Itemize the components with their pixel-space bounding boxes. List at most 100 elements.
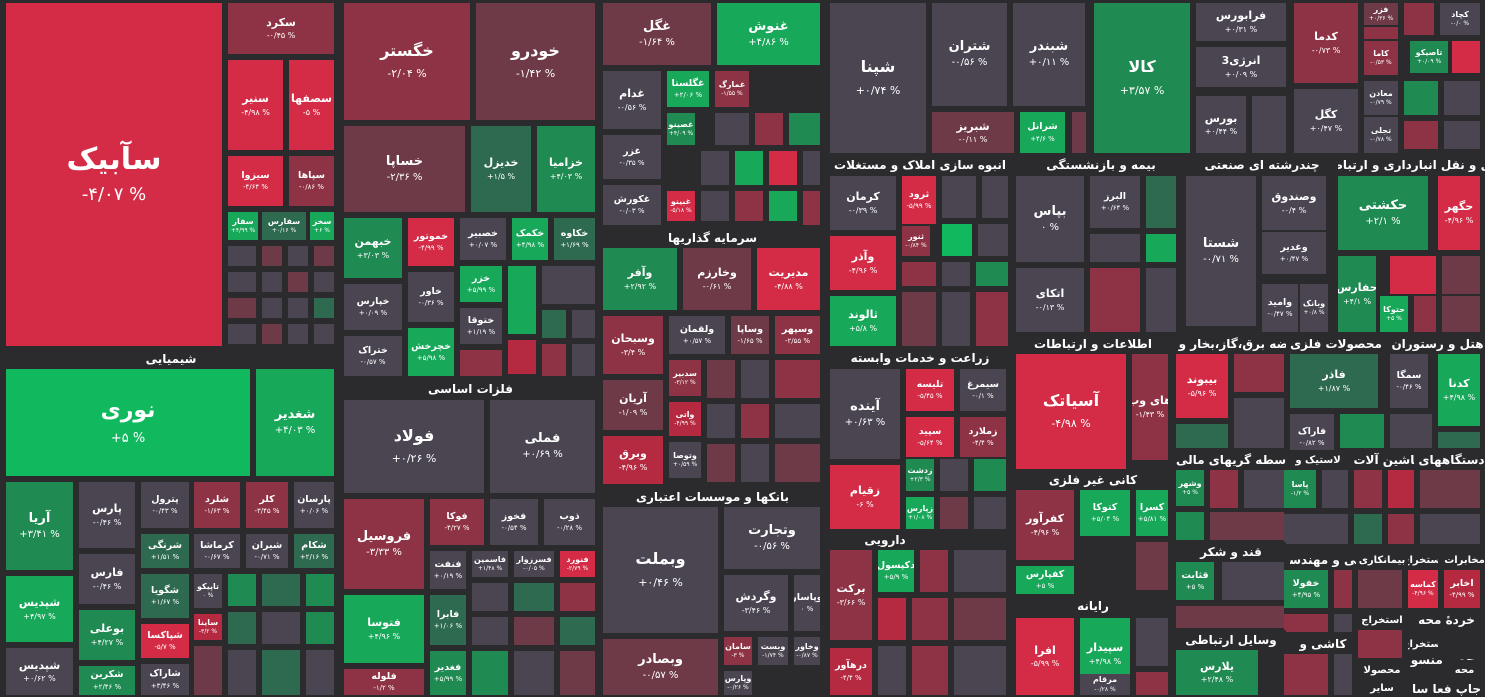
stock-tile[interactable]: کرمان -۰/۳۹ % xyxy=(830,176,896,230)
treemap-tile[interactable] xyxy=(1404,81,1438,115)
treemap-tile[interactable] xyxy=(735,151,763,185)
treemap-tile[interactable] xyxy=(1358,570,1402,608)
treemap-tile[interactable] xyxy=(460,350,502,376)
stock-tile[interactable]: غکورش -۰/۰۳ % xyxy=(603,185,661,225)
stock-tile[interactable]: پارسان +۰/۰۶ % xyxy=(294,482,334,528)
stock-tile[interactable]: قثابت +۵ % xyxy=(1176,562,1214,600)
stock-tile[interactable]: حتوکا +۵ % xyxy=(1380,296,1408,332)
stock-tile[interactable]: سدبیر -۳/۱۲ % xyxy=(669,360,701,396)
treemap-tile[interactable] xyxy=(560,617,595,645)
treemap-tile[interactable] xyxy=(1358,630,1402,658)
treemap-tile[interactable] xyxy=(954,598,1006,640)
treemap-tile[interactable] xyxy=(974,459,1006,491)
treemap-tile[interactable] xyxy=(472,617,508,645)
treemap-tile[interactable] xyxy=(514,617,554,645)
treemap-tile[interactable] xyxy=(1334,614,1352,632)
stock-tile[interactable]: وگردش -۳/۴۶ % xyxy=(724,575,788,631)
stock-tile[interactable]: پارس -۰/۴۶ % xyxy=(79,482,135,548)
treemap-tile[interactable] xyxy=(1390,414,1432,448)
treemap-tile[interactable] xyxy=(228,574,256,606)
treemap-tile[interactable] xyxy=(560,651,595,695)
treemap-tile[interactable] xyxy=(1340,414,1384,448)
stock-tile[interactable]: ثالوند +۵/۸ % xyxy=(830,296,896,346)
treemap-tile[interactable] xyxy=(1176,512,1204,540)
stock-tile[interactable]: شرنگی +۱/۵۱ % xyxy=(141,534,189,568)
treemap-tile[interactable] xyxy=(1252,96,1286,153)
stock-tile[interactable]: فغدیر +۵/۹۹ % xyxy=(430,651,466,695)
stock-tile[interactable]: خپارس +۰/۰۹ % xyxy=(344,284,402,330)
treemap-tile[interactable] xyxy=(1444,81,1480,115)
stock-tile[interactable]: فرابورس +۰/۳۱ % xyxy=(1196,3,1286,41)
stock-tile[interactable]: زملارد -۴/۴ % xyxy=(960,417,1006,457)
treemap-tile[interactable] xyxy=(508,340,536,374)
treemap-tile[interactable] xyxy=(306,574,334,606)
stock-tile[interactable]: شیران -۰/۷۱ % xyxy=(246,534,288,568)
treemap-tile[interactable] xyxy=(1390,256,1436,294)
treemap-tile[interactable] xyxy=(803,151,820,185)
stock-tile[interactable]: معادن -۰/۷۹ % xyxy=(1364,81,1398,115)
treemap-tile[interactable] xyxy=(1420,470,1480,508)
stock-tile[interactable]: فاذر +۱/۸۷ % xyxy=(1290,354,1378,408)
treemap-tile[interactable] xyxy=(1090,268,1140,332)
stock-tile[interactable]: البرز +۰/۶۴ % xyxy=(1090,176,1140,228)
treemap-tile[interactable] xyxy=(701,191,729,221)
stock-tile[interactable]: مرقام -۰/۲۸ % xyxy=(1080,674,1130,695)
stock-tile[interactable]: کرماشا -۰/۶۷ % xyxy=(194,534,240,568)
stock-tile[interactable]: کسرا +۵/۸۱ % xyxy=(1136,490,1168,536)
stock-tile[interactable]: سصفها -۵ % xyxy=(289,60,334,150)
treemap-tile[interactable] xyxy=(775,404,820,438)
treemap-tile[interactable] xyxy=(262,298,282,318)
treemap-tile[interactable] xyxy=(940,497,968,529)
treemap-tile[interactable] xyxy=(288,272,308,292)
stock-tile[interactable]: خبهمن +۳/۰۳ % xyxy=(344,218,402,278)
stock-tile[interactable]: کچاد -۰/۰ % xyxy=(1440,3,1480,35)
stock-tile[interactable]: فسرزوار -۰/۰۵ % xyxy=(514,551,554,577)
stock-tile[interactable]: کلر -۳/۴۵ % xyxy=(246,482,288,528)
stock-tile[interactable]: خاور -۰/۳۶ % xyxy=(408,272,454,322)
stock-tile[interactable]: سیمرغ -۰/۱ % xyxy=(960,369,1006,411)
treemap-tile[interactable] xyxy=(228,324,256,344)
treemap-tile[interactable] xyxy=(228,650,256,695)
treemap-tile[interactable] xyxy=(1334,654,1352,695)
treemap-tile[interactable] xyxy=(974,497,1006,529)
stock-tile[interactable]: سآبیک -۴/۰۷ % xyxy=(6,3,222,346)
stock-tile[interactable]: وبرق -۴/۹۶ % xyxy=(603,436,663,484)
stock-tile[interactable]: ثنور -۰/۸۴ % xyxy=(902,226,930,256)
treemap-tile[interactable] xyxy=(306,612,334,644)
stock-tile[interactable]: وبست -۱/۷۴ % xyxy=(758,637,788,665)
stock-tile[interactable]: درهآور -۴/۴ % xyxy=(830,648,872,695)
treemap-tile[interactable] xyxy=(514,583,554,611)
stock-tile[interactable]: فنورد -۲/۷۹ % xyxy=(560,551,595,577)
stock-tile[interactable]: زپارس +۱/۰۸ % xyxy=(906,497,934,529)
stock-tile[interactable]: شپدیس +۴/۹۷ % xyxy=(6,576,73,642)
stock-tile[interactable]: وپاسار ۰ % xyxy=(794,575,820,631)
stock-tile[interactable]: تاصیکو +۰/۰۹ % xyxy=(1410,41,1448,73)
treemap-tile[interactable] xyxy=(954,550,1006,592)
stock-tile[interactable]: غدام -۰/۵۶ % xyxy=(603,71,661,129)
stock-tile[interactable]: غزر -۰/۳۵ % xyxy=(603,135,661,179)
stock-tile[interactable]: خزر +۵/۹۹ % xyxy=(460,266,502,302)
treemap-tile[interactable] xyxy=(1136,618,1168,666)
stock-tile[interactable]: فنفت +۰/۱۹ % xyxy=(430,551,466,589)
treemap-tile[interactable] xyxy=(707,360,735,398)
treemap-tile[interactable] xyxy=(755,113,783,145)
stock-tile[interactable]: غبینو -۵/۱۸ % xyxy=(667,191,695,221)
stock-tile[interactable]: وخاور -۰/۸۷ % xyxy=(794,637,820,665)
stock-tile[interactable]: ساینا -۳/۲ % xyxy=(194,614,222,640)
stock-tile[interactable]: شپاکسا -۵/۷ % xyxy=(141,624,189,658)
treemap-tile[interactable] xyxy=(942,292,970,346)
treemap-tile[interactable] xyxy=(1234,398,1284,448)
stock-tile[interactable]: ختوقا +۱/۱۹ % xyxy=(460,308,502,344)
treemap-tile[interactable] xyxy=(1388,514,1414,544)
stock-tile[interactable]: خصبیر +۰/۰۷ % xyxy=(460,218,506,260)
treemap-tile[interactable] xyxy=(1404,121,1438,149)
treemap-tile[interactable] xyxy=(1234,354,1284,392)
stock-tile[interactable]: نوری +۵ % xyxy=(6,369,250,476)
treemap-tile[interactable] xyxy=(1420,514,1480,544)
treemap-tile[interactable] xyxy=(912,598,948,640)
stock-tile[interactable]: وآفر +۲/۹۲ % xyxy=(603,248,677,310)
stock-tile[interactable]: بوعلی +۴/۲۷ % xyxy=(79,610,135,660)
stock-tile[interactable]: کفپارس +۵ % xyxy=(1016,566,1074,594)
treemap-tile[interactable] xyxy=(1322,470,1348,508)
stock-tile[interactable]: افرا -۵/۹۹ % xyxy=(1016,618,1074,695)
